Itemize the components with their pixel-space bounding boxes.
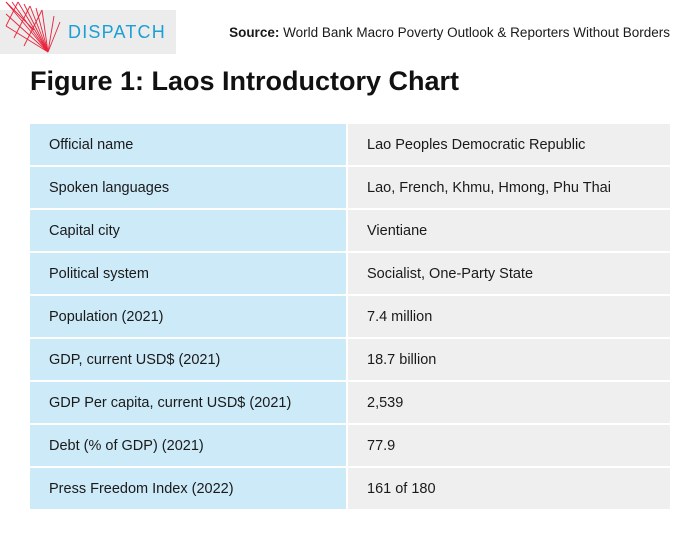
row-value: 18.7 billion (348, 339, 670, 380)
table-row: Political system Socialist, One-Party Sta… (30, 253, 670, 294)
source-line: Source: World Bank Macro Poverty Outlook… (229, 25, 670, 40)
info-table: Official name Lao Peoples Democratic Repu… (30, 124, 670, 509)
row-label: Capital city (30, 210, 346, 251)
brand-header: DISPATCH (0, 1, 176, 54)
table-row: Spoken languages Lao, French, Khmu, Hmong… (30, 167, 670, 208)
row-label: Population (2021) (30, 296, 346, 337)
row-value: 7.4 million (348, 296, 670, 337)
red-line-fan-logo-icon (5, 1, 61, 53)
row-value: Lao, French, Khmu, Hmong, Phu Thai (348, 167, 670, 208)
row-label: Political system (30, 253, 346, 294)
row-value: Lao Peoples Democratic Republic (348, 124, 670, 165)
table-row: Capital city Vientiane (30, 210, 670, 251)
source-label: Source: (229, 25, 280, 40)
row-label: Debt (% of GDP) (2021) (30, 425, 346, 466)
table-row: Population (2021) 7.4 million (30, 296, 670, 337)
row-value: 77.9 (348, 425, 670, 466)
table-row: Press Freedom Index (2022) 161 of 180 (30, 468, 670, 509)
row-label: GDP, current USD$ (2021) (30, 339, 346, 380)
table-row: GDP Per capita, current USD$ (2021) 2,539 (30, 382, 670, 423)
row-value: 161 of 180 (348, 468, 670, 509)
brand-name: DISPATCH (68, 22, 166, 42)
row-label: Official name (30, 124, 346, 165)
row-label: GDP Per capita, current USD$ (2021) (30, 382, 346, 423)
table-row: Official name Lao Peoples Democratic Repu… (30, 124, 670, 165)
row-label: Spoken languages (30, 167, 346, 208)
table-row: Debt (% of GDP) (2021) 77.9 (30, 425, 670, 466)
row-value: Vientiane (348, 210, 670, 251)
row-value: 2,539 (348, 382, 670, 423)
row-value: Socialist, One-Party State (348, 253, 670, 294)
row-label: Press Freedom Index (2022) (30, 468, 346, 509)
table-row: GDP, current USD$ (2021) 18.7 billion (30, 339, 670, 380)
page-title: Figure 1: Laos Introductory Chart (30, 66, 460, 96)
source-text: World Bank Macro Poverty Outlook & Repor… (283, 25, 670, 40)
